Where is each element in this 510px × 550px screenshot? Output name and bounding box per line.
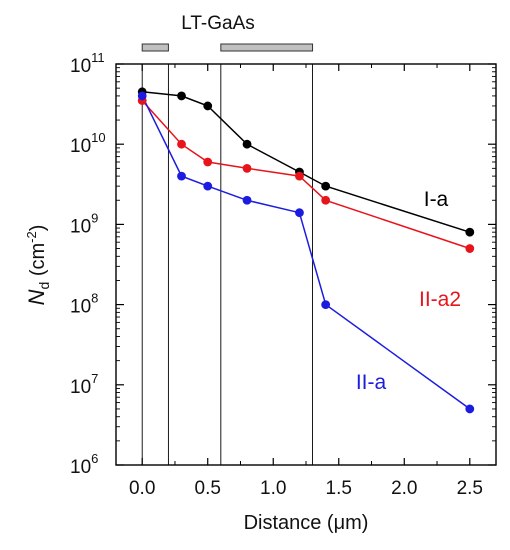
data-point-0 xyxy=(203,101,213,111)
y-axis-title-unit: (cm xyxy=(27,243,49,282)
series-group xyxy=(137,87,475,414)
x-tick-label: 1.5 xyxy=(326,478,352,499)
data-point-1 xyxy=(242,163,252,173)
y-tick-exponent: 9 xyxy=(91,210,98,225)
x-axis-ticks: 0.0 0.5 1.0 1.5 2.0 2.5 xyxy=(129,64,483,499)
boundary-lines xyxy=(141,64,314,465)
y-tick-label: 106 xyxy=(70,451,98,478)
y-tick-label: 1010 xyxy=(70,130,106,157)
y-tick-exponent: 7 xyxy=(91,371,98,386)
series-line-1 xyxy=(141,100,471,250)
y-tick-label: 107 xyxy=(70,371,98,398)
y-axis-title-sub: d xyxy=(36,282,52,290)
x-tick-label: 2.0 xyxy=(391,478,417,499)
y-tick-exponent: 8 xyxy=(91,291,98,306)
plot-frame xyxy=(115,63,497,466)
data-point-1 xyxy=(321,195,331,205)
series-label-i-a: I-a xyxy=(424,188,449,211)
y-tick-exponent: 11 xyxy=(91,50,105,65)
x-tick-label: 1.0 xyxy=(260,478,286,499)
y-tick-label: 108 xyxy=(70,291,98,318)
data-point-2 xyxy=(465,404,475,414)
y-axis-title-unit-close: ) xyxy=(27,225,49,232)
lt-gaas-bands xyxy=(141,43,314,52)
y-tick-base: 10 xyxy=(70,56,91,77)
data-point-0 xyxy=(242,139,252,149)
y-tick-exponent: 6 xyxy=(91,451,98,466)
x-tick-label: 0.0 xyxy=(129,478,155,499)
y-tick-base: 10 xyxy=(70,136,91,157)
y-axis-title-unit-exp: -2 xyxy=(24,231,39,243)
series-line-0 xyxy=(142,91,471,233)
data-point-1 xyxy=(203,157,213,167)
y-tick-base: 10 xyxy=(70,457,91,478)
data-point-2 xyxy=(203,181,213,191)
data-point-2 xyxy=(321,300,331,309)
data-point-2 xyxy=(137,91,147,101)
y-axis-title: Nd (cm-2) xyxy=(24,225,52,306)
y-tick-label: 109 xyxy=(70,210,98,237)
data-point-1 xyxy=(177,139,186,149)
data-point-2 xyxy=(242,195,252,205)
series-line-2 xyxy=(141,95,471,410)
lt-gaas-band-1 xyxy=(220,43,314,52)
lt-gaas-band-0 xyxy=(141,43,169,52)
y-tick-base: 10 xyxy=(70,297,91,318)
series-label-ii-a2: II-a2 xyxy=(419,288,461,311)
data-point-1 xyxy=(465,244,475,253)
x-axis-title: Distance (μm) xyxy=(244,512,369,534)
x-tick-label: 2.5 xyxy=(457,478,483,499)
data-point-0 xyxy=(465,227,475,237)
series-label-ii-a: II-a xyxy=(356,371,387,394)
data-point-1 xyxy=(295,171,304,181)
data-point-2 xyxy=(295,208,304,218)
y-tick-base: 10 xyxy=(70,377,91,398)
data-point-0 xyxy=(321,181,331,191)
data-point-2 xyxy=(177,171,186,181)
y-axis-title-main: N xyxy=(24,289,49,305)
data-point-0 xyxy=(177,91,186,101)
band-label: LT-GaAs xyxy=(181,13,255,34)
y-tick-exponent: 10 xyxy=(91,130,105,145)
x-tick-label: 0.5 xyxy=(195,478,221,499)
y-tick-label: 1011 xyxy=(70,50,105,77)
y-tick-base: 10 xyxy=(70,216,91,237)
